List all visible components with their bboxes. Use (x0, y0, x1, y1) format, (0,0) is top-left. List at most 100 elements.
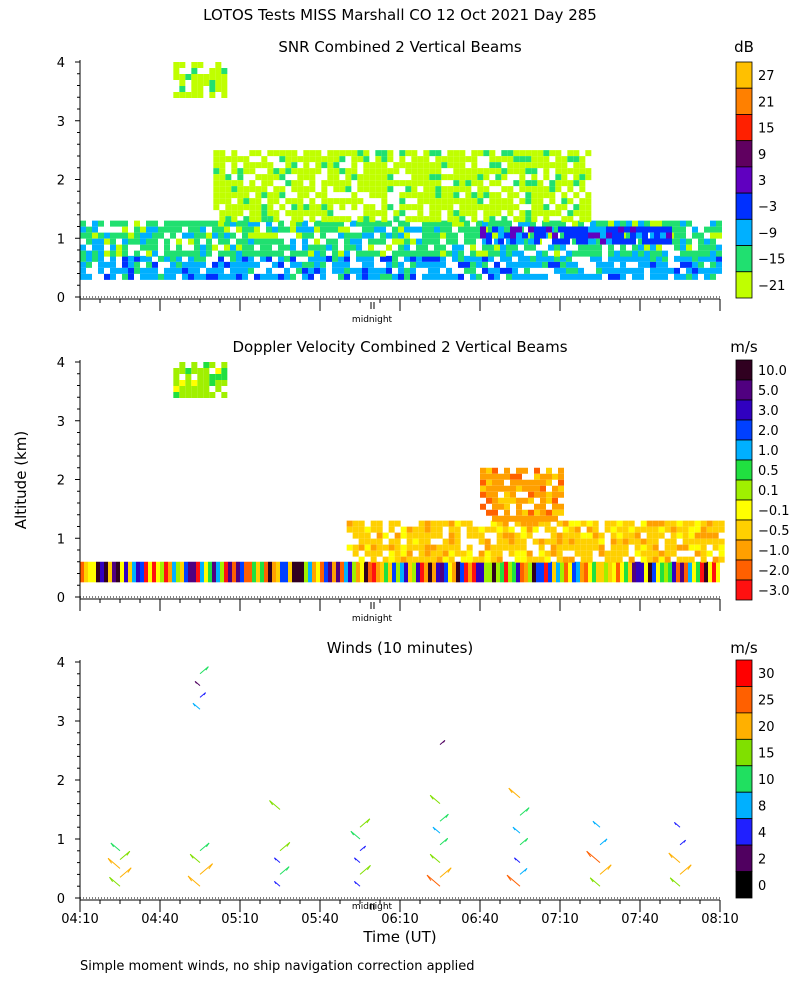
field-cell (496, 520, 503, 527)
field-cell (452, 273, 458, 280)
field-cell (680, 261, 686, 268)
field-cell (555, 150, 562, 157)
field-cell (464, 255, 470, 262)
colorbar-label: −3.0 (758, 584, 790, 599)
field-cell (185, 386, 192, 392)
field-cell (261, 180, 268, 187)
field-cell (381, 210, 388, 217)
velocity-cell (176, 561, 180, 583)
field-cell (612, 238, 618, 245)
field-cell (255, 192, 262, 199)
field-cell (482, 220, 488, 227)
field-cell (478, 526, 485, 533)
field-cell (512, 244, 518, 251)
field-cell (405, 192, 412, 199)
field-cell (435, 156, 442, 163)
field-cell (362, 273, 368, 280)
field-cell (290, 255, 296, 262)
field-cell (489, 198, 496, 205)
field-cell (284, 244, 290, 251)
field-cell (314, 226, 320, 233)
wind-barb-flag (592, 820, 596, 825)
field-cell (352, 544, 359, 551)
field-cell (561, 198, 568, 205)
field-cell (254, 238, 260, 245)
wind-barb-flag (208, 863, 214, 870)
field-cell (537, 192, 544, 199)
field-cell (537, 156, 544, 163)
field-cell (314, 267, 320, 274)
field-cell (320, 220, 326, 227)
field-cell (92, 232, 98, 239)
field-cell (179, 62, 186, 68)
field-cell (350, 238, 356, 245)
field-cell (224, 232, 230, 239)
field-cell (660, 238, 666, 245)
field-cell (622, 526, 629, 533)
field-cell (555, 174, 562, 181)
field-cell (110, 273, 116, 280)
field-cell (544, 526, 551, 533)
field-cell (231, 216, 238, 223)
field-cell (185, 392, 192, 398)
field-cell (674, 220, 680, 227)
field-cell (634, 544, 641, 551)
field-cell (436, 544, 443, 551)
wind-barb (107, 857, 121, 869)
field-cell (510, 226, 516, 233)
velocity-cell (128, 561, 132, 583)
field-cell (173, 392, 180, 398)
field-cell (694, 526, 701, 533)
field-cell (555, 204, 562, 211)
field-cell (448, 526, 455, 533)
field-cell (664, 538, 671, 545)
field-cell (573, 210, 580, 217)
velocity-cell (540, 561, 544, 583)
field-cell (459, 174, 466, 181)
field-cell (640, 538, 647, 545)
field-cell (374, 226, 380, 233)
field-cell (459, 210, 466, 217)
field-cell (416, 250, 422, 257)
field-cell (428, 226, 434, 233)
velocity-cell (508, 561, 512, 583)
colorbar-swatch (735, 166, 753, 194)
field-cell (386, 273, 392, 280)
velocity-cell (484, 561, 488, 583)
field-cell (604, 556, 611, 563)
field-cell (158, 232, 164, 239)
field-cell (185, 380, 192, 386)
field-cell (429, 162, 436, 169)
velocity-cell (420, 561, 424, 583)
velocity-cell (320, 561, 324, 583)
field-cell (710, 261, 716, 268)
field-cell (219, 198, 226, 205)
field-cell (542, 255, 548, 262)
field-cell (486, 238, 492, 245)
field-cell (540, 515, 546, 522)
field-cell (362, 255, 368, 262)
field-cell (498, 515, 504, 522)
field-cell (291, 156, 298, 163)
field-cell (596, 261, 602, 268)
y-tick-label: 2 (57, 174, 65, 189)
field-cell (718, 556, 725, 563)
field-cell (242, 244, 248, 251)
field-cell (80, 261, 86, 268)
field-cell (410, 261, 416, 268)
field-cell (566, 273, 572, 280)
field-cell (582, 226, 588, 233)
field-cell (598, 550, 605, 557)
field-cell (221, 68, 228, 74)
field-cell (351, 192, 358, 199)
colorbar-swatch (735, 87, 753, 115)
field-cell (352, 520, 359, 527)
field-cell (404, 255, 410, 262)
field-cell (476, 255, 482, 262)
colorbar-label: 21 (758, 95, 775, 110)
colorbar-label: 30 (758, 667, 775, 682)
field-cell (692, 255, 698, 262)
x-tick-label: 06:10 (381, 912, 418, 927)
velocity-cell (612, 561, 616, 583)
field-cell (488, 220, 494, 227)
